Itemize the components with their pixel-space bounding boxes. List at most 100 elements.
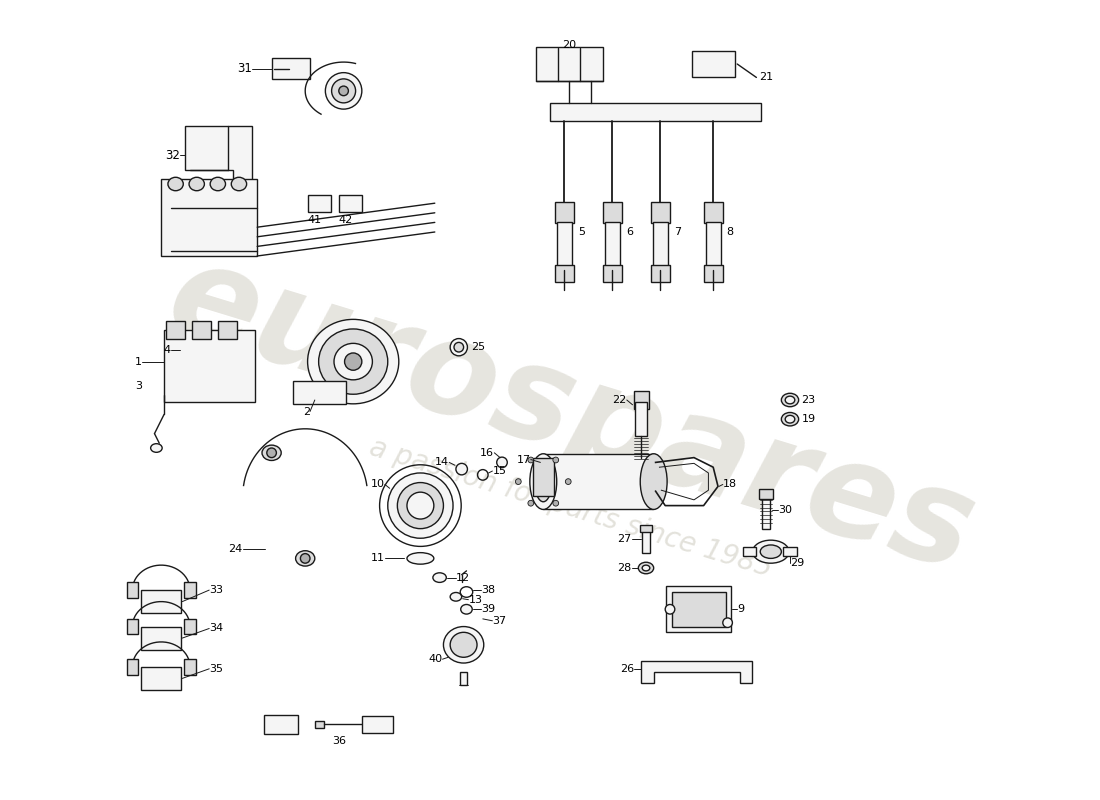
Ellipse shape [339, 86, 349, 96]
Text: 32: 32 [165, 149, 180, 162]
Ellipse shape [262, 445, 282, 461]
Text: 29: 29 [790, 558, 804, 568]
Bar [554, 202, 574, 223]
Text: 14: 14 [436, 458, 449, 467]
Text: 31: 31 [238, 62, 252, 75]
Text: 39: 39 [481, 604, 495, 614]
Bar [315, 721, 324, 728]
Ellipse shape [450, 593, 462, 601]
Bar [636, 402, 647, 436]
Ellipse shape [497, 457, 507, 468]
Ellipse shape [267, 448, 276, 458]
Bar [640, 525, 652, 533]
Ellipse shape [553, 500, 559, 506]
Text: 12: 12 [455, 573, 470, 582]
Bar [294, 381, 346, 404]
Bar [761, 492, 770, 529]
Bar [184, 619, 196, 634]
Ellipse shape [752, 540, 789, 563]
Text: 35: 35 [209, 664, 223, 674]
Bar [759, 490, 772, 499]
Text: 24: 24 [229, 544, 243, 554]
Bar [705, 222, 720, 270]
Bar [605, 222, 620, 270]
Text: 19: 19 [802, 414, 815, 424]
Ellipse shape [642, 565, 650, 571]
Bar [536, 47, 603, 81]
Text: 6: 6 [626, 227, 632, 237]
Ellipse shape [326, 73, 362, 109]
Text: 4: 4 [164, 345, 170, 355]
Text: a passion for parts since 1985: a passion for parts since 1985 [366, 433, 776, 582]
Ellipse shape [151, 444, 162, 452]
Ellipse shape [781, 394, 799, 406]
Text: 36: 36 [332, 736, 345, 746]
Bar [704, 202, 723, 223]
Bar [603, 202, 622, 223]
Ellipse shape [443, 626, 484, 663]
Bar [126, 619, 139, 634]
Ellipse shape [530, 454, 557, 510]
Text: 38: 38 [481, 585, 495, 595]
Bar [166, 322, 185, 338]
Text: 11: 11 [371, 554, 385, 563]
Bar [126, 659, 139, 674]
Text: 1: 1 [135, 357, 142, 366]
Bar [460, 672, 467, 685]
Bar [651, 202, 670, 223]
Ellipse shape [397, 482, 443, 529]
Text: 15: 15 [493, 466, 506, 476]
Text: 28: 28 [617, 563, 631, 573]
Ellipse shape [331, 79, 355, 103]
Bar [704, 265, 723, 282]
Bar [652, 222, 668, 270]
Bar [672, 592, 726, 626]
Ellipse shape [638, 562, 653, 574]
Ellipse shape [785, 396, 795, 404]
Bar [272, 58, 310, 79]
Ellipse shape [760, 545, 781, 558]
Ellipse shape [781, 413, 799, 426]
Bar [141, 590, 182, 613]
Text: 18: 18 [723, 479, 737, 490]
Text: eurospares: eurospares [153, 233, 989, 598]
Ellipse shape [450, 632, 477, 658]
Bar [532, 458, 553, 496]
Ellipse shape [388, 473, 453, 538]
Text: 3: 3 [135, 381, 142, 390]
Text: 9: 9 [737, 604, 745, 614]
Bar [651, 265, 670, 282]
Text: 20: 20 [562, 40, 576, 50]
Bar [191, 322, 211, 338]
Text: 42: 42 [339, 214, 353, 225]
Text: 8: 8 [727, 227, 734, 237]
Ellipse shape [528, 457, 534, 463]
Bar [264, 715, 298, 734]
Bar [362, 716, 393, 733]
Text: 25: 25 [471, 342, 485, 352]
Ellipse shape [334, 343, 373, 380]
Text: 7: 7 [674, 227, 681, 237]
Text: 10: 10 [371, 479, 385, 490]
Ellipse shape [344, 353, 362, 370]
Bar [184, 582, 196, 598]
Ellipse shape [535, 462, 552, 502]
Ellipse shape [296, 550, 315, 566]
Text: 33: 33 [209, 585, 223, 595]
Ellipse shape [553, 457, 559, 463]
Ellipse shape [300, 554, 310, 563]
Bar [184, 659, 196, 674]
Bar [542, 454, 653, 510]
Ellipse shape [785, 415, 795, 423]
Text: 34: 34 [209, 623, 223, 634]
Text: 41: 41 [308, 214, 322, 225]
Bar [603, 265, 622, 282]
Text: 13: 13 [469, 594, 483, 605]
Bar [692, 50, 735, 78]
Ellipse shape [189, 178, 205, 190]
Ellipse shape [461, 605, 472, 614]
Ellipse shape [516, 478, 521, 485]
Bar [667, 586, 732, 632]
Bar [742, 547, 757, 557]
Ellipse shape [565, 478, 571, 485]
